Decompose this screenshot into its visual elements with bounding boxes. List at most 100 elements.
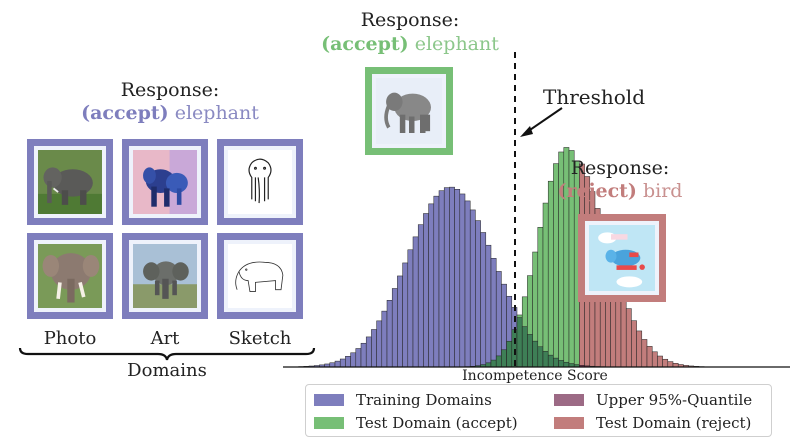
bar-training [423,213,429,368]
legend-swatch-quantile [554,394,584,406]
bar-overlap [495,355,502,368]
left-response-title: Response: [120,79,220,101]
top-response-keyword: (accept) [321,33,409,55]
domain-label-art: Art [150,328,180,349]
bar-overlap [521,326,528,368]
legend-label-accept: Test Domain (accept) [356,414,518,432]
bar-training [402,262,409,368]
left-response-line: (accept) elephant [40,101,300,125]
bar-training [371,329,377,368]
bar-overlap [516,317,523,368]
legend-label-training: Training Domains [356,391,492,409]
bar-overlap [542,351,549,368]
bar-test-reject [667,361,674,368]
domain-label-photo: Photo [43,328,97,349]
legend-label-quantile: Upper 95%-Quantile [596,391,753,409]
bar-test-accept [547,180,554,368]
sketch-elephant-2 [217,233,303,319]
left-response-label: elephant [174,102,259,124]
bar-training [454,189,461,368]
bar-training [334,360,341,368]
bar-test-reject [641,339,648,368]
right-response-label: bird [642,180,683,202]
bar-training [433,195,440,368]
bar-overlap [501,349,507,368]
bar-training [386,300,393,368]
legend-item-quantile: Upper 95%-Quantile [554,390,752,410]
bar-overlap [506,340,513,368]
bar-training [449,186,455,368]
bar-training [443,187,450,368]
bar-training [345,356,351,368]
test-elephant-accept [365,67,453,155]
legend: Training Domains Upper 95%-Quantile Test… [305,384,772,437]
legend-swatch-reject [554,417,584,429]
photo-elephant-2 [27,233,113,319]
photo-elephant-1 [27,139,113,225]
bar-training [490,258,497,368]
top-response-line: (accept) elephant [300,32,520,56]
bar-training [329,362,336,368]
bar-test-reject [625,308,632,368]
bar-training [495,271,502,368]
top-response-label: elephant [414,33,499,55]
threshold-arrow-head [520,126,533,137]
bar-training [365,336,372,368]
bar-overlap [490,359,497,368]
bar-training [391,288,398,368]
art-elephant-1 [122,139,208,225]
domain-label-sketch: Sketch [228,328,292,349]
legend-item-accept: Test Domain (accept) [314,413,518,433]
legend-swatch-accept [314,417,344,429]
legend-swatch-training [314,394,344,406]
bar-test-reject [662,358,669,368]
bar-test-reject [651,351,658,368]
right-response-keyword: (reject) [557,180,637,202]
sketch-elephant-1-picture [228,150,292,214]
x-axis-label: Incompetence Score [462,368,608,384]
bar-test-reject [636,330,643,368]
art-elephant-1-picture [133,150,197,214]
bar-overlap [532,340,539,368]
bar-training [469,209,476,368]
bar-test-accept [537,227,544,368]
right-response-line: (reject) bird [520,179,720,203]
bar-training [475,220,481,368]
bar-overlap [553,357,559,368]
bar-test-reject [620,294,627,368]
test-elephant-accept-picture [376,78,442,144]
bar-overlap [563,361,570,368]
bar-test-accept [542,202,549,368]
top-response-title: Response: [360,9,460,31]
sketch-elephant-2-picture [228,244,292,308]
bar-test-reject [657,355,663,368]
bar-training [397,275,403,368]
bar-training [485,244,492,368]
bar-training [428,203,435,368]
bar-training [412,236,419,368]
bar-training [438,190,445,368]
bar-training [407,249,414,368]
bar-training [350,352,357,368]
bar-overlap [537,346,544,368]
bar-test-reject [646,346,653,368]
bar-test-reject [631,320,637,368]
test-bird-reject [578,214,666,302]
legend-item-reject: Test Domain (reject) [554,413,751,433]
bar-training [480,232,487,368]
sketch-elephant-1 [217,139,303,225]
threshold-label: Threshold [543,85,646,109]
bar-training [417,224,424,368]
photo-elephant-1-picture [38,150,102,214]
bar-overlap [527,334,533,368]
bar-training [355,348,362,368]
bar-training [339,358,346,368]
domains-group-label: Domains [127,360,207,381]
bar-training [381,310,388,368]
bar-overlap [547,354,554,368]
bar-overlap [485,362,492,368]
legend-item-training: Training Domains [314,390,492,410]
art-elephant-2 [122,233,208,319]
